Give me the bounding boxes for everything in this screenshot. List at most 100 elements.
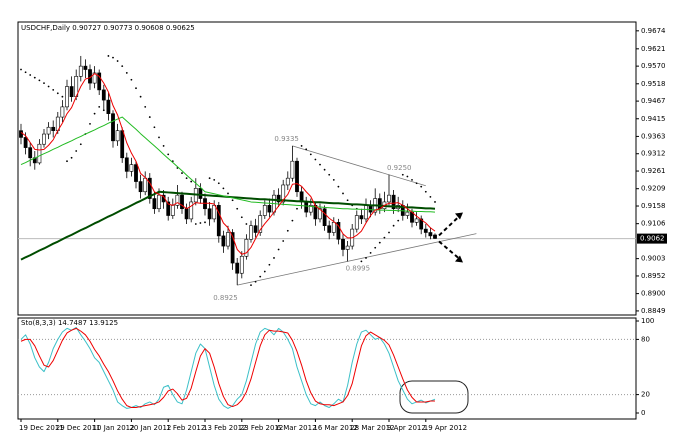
y-tick-label: 0.9363 — [641, 132, 666, 140]
x-tick-label: 13 Feb 2012 — [203, 424, 247, 432]
candle-body — [276, 194, 281, 203]
x-tick-label: 29 Dec 2011 — [56, 424, 101, 432]
candle-body — [226, 232, 230, 247]
candle-body — [46, 126, 51, 135]
y-tick-label: 0.9261 — [641, 167, 666, 175]
candle-body — [51, 126, 56, 131]
candle-body — [290, 160, 295, 179]
sar-dot — [135, 87, 137, 90]
arrow-down — [438, 240, 460, 260]
x-tick-label: 23 Feb 2012 — [240, 424, 284, 432]
candle-body — [212, 205, 217, 220]
arrow-head — [455, 212, 463, 220]
y-tick-label: 0.9209 — [641, 185, 666, 193]
highlight-ellipse — [399, 380, 469, 414]
candle-body — [138, 181, 143, 193]
candle-body — [331, 222, 336, 233]
sar-dot — [162, 145, 165, 147]
x-tick-label: 28 Mar 2012 — [350, 424, 394, 432]
candle-body — [368, 205, 373, 213]
candle-body — [221, 235, 226, 247]
sar-dot — [139, 95, 142, 98]
sar-dot — [300, 145, 303, 147]
candle-body — [428, 232, 433, 237]
candle-body — [235, 262, 240, 274]
arrow-head — [455, 255, 463, 263]
sar-dot — [75, 150, 78, 152]
candle-body — [267, 205, 272, 213]
y-tick-label: 0 — [641, 409, 645, 417]
oscillator-panel — [17, 317, 637, 420]
sar-dot — [401, 173, 404, 176]
sar-dot — [383, 236, 386, 239]
sar-dot — [185, 177, 188, 180]
candle-body — [216, 205, 221, 237]
sar-dot — [388, 231, 390, 234]
sar-dot — [411, 178, 413, 181]
candle-body — [23, 137, 28, 148]
candle-body — [184, 208, 189, 220]
sar-dot — [79, 143, 82, 146]
current-price-box — [637, 233, 667, 244]
candle-body — [157, 194, 161, 210]
candle-body — [327, 225, 332, 233]
candle-body — [92, 72, 97, 84]
sar-dot — [29, 74, 32, 76]
y-tick-label: 0.9467 — [641, 97, 666, 105]
sar-dot — [268, 263, 271, 266]
trend-line — [237, 233, 477, 286]
y-tick-label: 0.9518 — [641, 80, 666, 88]
candle-body — [129, 164, 134, 172]
candle-body — [304, 201, 309, 213]
series-line — [20, 326, 436, 409]
series-line — [20, 73, 436, 255]
sar-dot — [323, 168, 326, 171]
y-tick-label: 80 — [641, 335, 650, 343]
y-tick-label: 0.9106 — [641, 220, 666, 228]
sar-dot — [282, 240, 285, 242]
sar-dot — [144, 105, 147, 108]
sar-dot — [217, 182, 220, 185]
candle-body — [152, 198, 157, 210]
sar-dot — [328, 173, 331, 176]
y-tick-label: 0.8900 — [641, 290, 666, 298]
sar-dot — [213, 178, 216, 181]
sar-dot — [296, 207, 298, 210]
sar-dot — [342, 192, 344, 195]
candle-body — [391, 194, 396, 210]
candle-body — [322, 208, 327, 227]
sar-dot — [56, 92, 59, 95]
candle-body — [336, 222, 341, 240]
sar-dot — [227, 192, 229, 195]
sar-dot — [434, 201, 436, 203]
sar-dot — [263, 270, 266, 273]
sar-dot — [20, 68, 22, 71]
sar-dot — [259, 275, 262, 278]
candle-body — [341, 238, 345, 250]
y-tick-label: 0.8952 — [641, 272, 666, 280]
y-tick-label: 0.9621 — [641, 45, 666, 53]
x-tick-label: 16 Mar 2012 — [313, 424, 357, 432]
candle-body — [405, 211, 410, 216]
y-tick-label: 0.9158 — [641, 202, 666, 210]
sar-dot — [33, 76, 36, 79]
candle-body — [189, 201, 194, 220]
annotation: 0.8925 — [213, 294, 238, 302]
sar-dot — [254, 280, 257, 283]
candle-body — [387, 194, 391, 203]
sar-dot — [204, 221, 206, 224]
sar-dot — [291, 219, 294, 222]
sar-dot — [52, 89, 55, 91]
sar-dot — [148, 116, 151, 118]
x-tick-label: 19 Dec 2011 — [19, 424, 64, 432]
sar-dot — [319, 163, 321, 166]
candle-body — [249, 225, 253, 240]
sar-dot — [116, 60, 119, 62]
candle-body — [419, 218, 424, 230]
sar-dot — [277, 248, 280, 251]
sar-dot — [378, 241, 381, 244]
y-tick-label: 0.9570 — [641, 62, 666, 70]
sar-dot — [429, 195, 432, 198]
candle-body — [19, 130, 23, 138]
trend-line — [292, 145, 426, 187]
